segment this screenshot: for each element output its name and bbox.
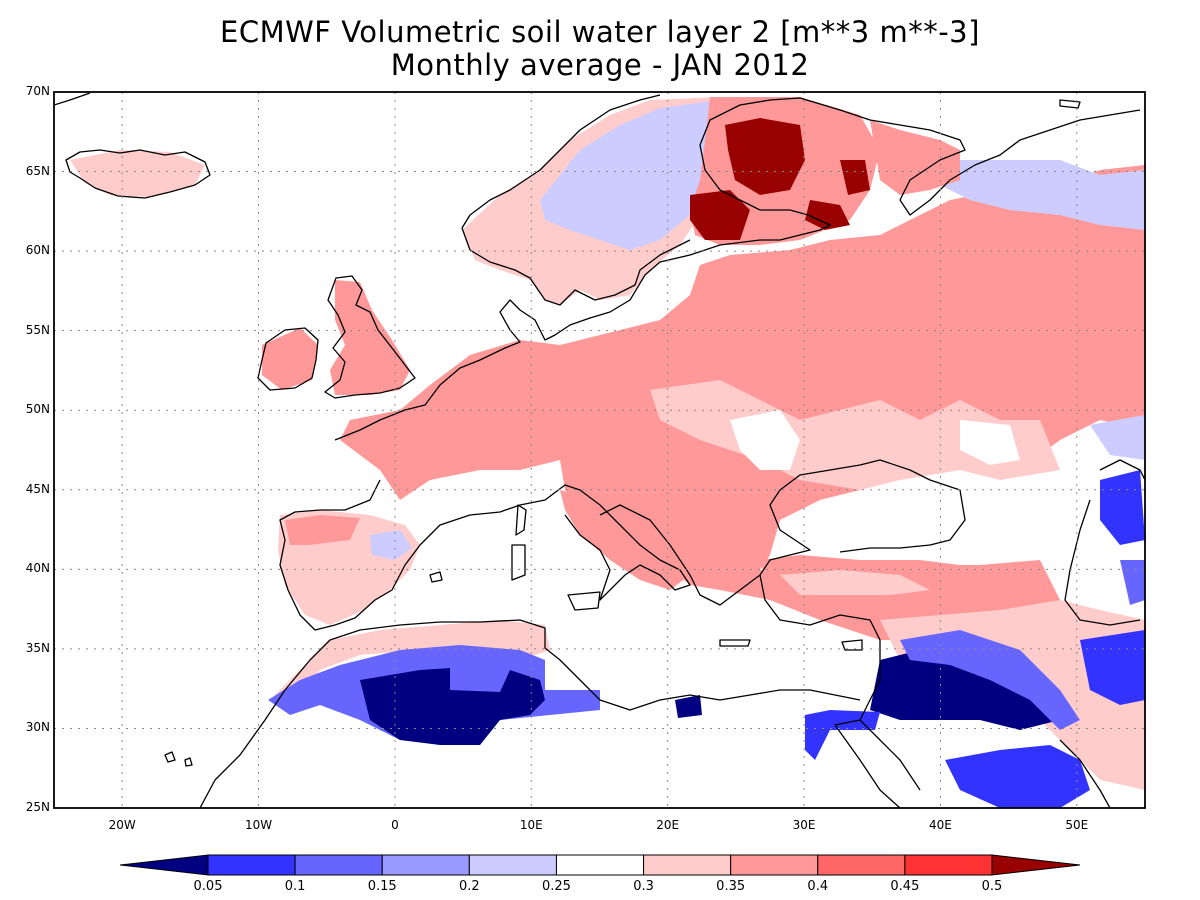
scandinavia-south-coast <box>461 227 691 306</box>
caspian-east-blue <box>1100 470 1145 545</box>
gulf-coast <box>1059 739 1111 808</box>
colorbar-box-1 <box>294 854 383 876</box>
balkans-coast <box>599 459 966 606</box>
lat-label-60N: 60N <box>25 243 50 258</box>
colorbar-box-7 <box>817 854 906 876</box>
lat-label-40N: 40N <box>25 561 50 576</box>
east-europe-white <box>730 410 1020 470</box>
lat-label-30N: 30N <box>25 720 50 735</box>
map-frame <box>53 91 1146 809</box>
turkey-light <box>780 570 930 595</box>
greenland-coast <box>54 92 91 106</box>
turkey-coast <box>759 574 881 726</box>
caspian-east-blue-2 <box>1120 560 1145 605</box>
france-italy-coast <box>519 484 691 601</box>
colorbar-label-8: 0.45 <box>890 879 920 894</box>
red-sea-coast <box>834 724 901 808</box>
iceland-coast <box>65 149 211 199</box>
finland-dark-1 <box>725 118 805 195</box>
crete-coast <box>719 639 751 647</box>
lat-label-70N: 70N <box>25 84 50 98</box>
colorbar-label-0: 0.05 <box>193 879 223 894</box>
colorbar-box-3 <box>468 854 557 876</box>
colorbar-label-7: 0.4 <box>807 879 829 894</box>
coastlines <box>54 92 1145 808</box>
colorbar-box-4 <box>555 854 645 876</box>
iberia-coast <box>279 479 521 631</box>
east-europe-light <box>650 380 1060 490</box>
lon-label-0: 0 <box>391 818 399 832</box>
iran-blue <box>1080 630 1145 705</box>
sicily-coast <box>567 591 601 611</box>
arabia-coast <box>859 719 921 791</box>
lon-label-20W: 20W <box>108 818 136 832</box>
cyprus-coast <box>841 639 863 651</box>
libya-dark-blue <box>675 695 702 718</box>
colorbar <box>119 854 1081 876</box>
sardinia-coast <box>511 544 526 581</box>
europe-mainland-coast <box>334 97 1141 441</box>
colorbar-label-1: 0.1 <box>284 879 306 894</box>
finland-dark-2 <box>690 190 750 240</box>
colorbar-label-5: 0.3 <box>633 879 654 894</box>
colorbar-arrow-low <box>119 854 209 876</box>
lat-label-55N: 55N <box>25 322 50 337</box>
italy-field <box>560 490 690 590</box>
colorbar-box-6 <box>730 854 819 876</box>
uk-field <box>330 280 410 395</box>
lon-label-10E: 10E <box>519 818 543 832</box>
ne-russia-light <box>940 160 1145 230</box>
corsica-coast <box>515 504 527 536</box>
mideast-dark-blue <box>870 650 1060 730</box>
canary-coast <box>164 751 193 767</box>
map-title: ECMWF Volumetric soil water layer 2 [m**… <box>220 15 980 49</box>
lat-label-65N: 65N <box>25 163 50 178</box>
iceland-field <box>70 150 205 197</box>
finland-dark-4 <box>840 160 870 195</box>
finland-dark-3 <box>805 200 850 230</box>
ireland-coast <box>257 327 319 391</box>
nafrica-coast <box>199 619 861 808</box>
nafrica-light <box>270 620 550 700</box>
colorbar-label-2: 0.15 <box>367 879 397 894</box>
lon-label-10W: 10W <box>244 818 273 832</box>
lon-label-20E: 20E <box>656 818 680 832</box>
map-content <box>54 92 1145 808</box>
lat-label-45N: 45N <box>25 481 50 496</box>
ne-russia-red <box>870 120 960 195</box>
colorbar-arrow-high <box>991 854 1081 876</box>
scandinavia-coast <box>461 94 661 229</box>
colorbar-label-4: 0.25 <box>541 879 571 894</box>
ireland-field <box>262 328 318 390</box>
caucasus-light-blue <box>1090 415 1145 460</box>
iberia-red <box>285 515 360 545</box>
colorbar-box-8 <box>904 854 993 876</box>
lon-label-40E: 40E <box>929 818 952 832</box>
map-subtitle: Monthly average - JAN 2012 <box>390 48 810 82</box>
uk-coast <box>324 275 416 399</box>
lat-label-50N: 50N <box>25 402 50 417</box>
nafrica-dark-blue <box>360 668 545 745</box>
arabia-blue <box>945 745 1090 808</box>
colorbar-label-3: 0.2 <box>458 879 480 894</box>
colorbar-box-2 <box>381 854 470 876</box>
mideast-blue <box>900 630 1080 730</box>
novaya-coast <box>1059 99 1081 109</box>
baleares-coast <box>429 571 443 583</box>
iberia-blue <box>370 530 412 560</box>
lat-label-25N: 25N <box>25 800 50 814</box>
colorbar-box-5 <box>643 854 732 876</box>
egypt-blue <box>805 710 880 760</box>
colorbar-label-6: 0.35 <box>716 879 746 894</box>
colorbar-box-0 <box>207 854 296 876</box>
caspian-coast <box>1064 459 1145 626</box>
colorbar-label-9: 0.5 <box>981 879 1003 894</box>
lon-label-30E: 30E <box>792 818 816 832</box>
lat-label-35N: 35N <box>25 640 50 655</box>
soil-water-field <box>70 97 1145 808</box>
lon-label-50E: 50E <box>1065 818 1089 832</box>
